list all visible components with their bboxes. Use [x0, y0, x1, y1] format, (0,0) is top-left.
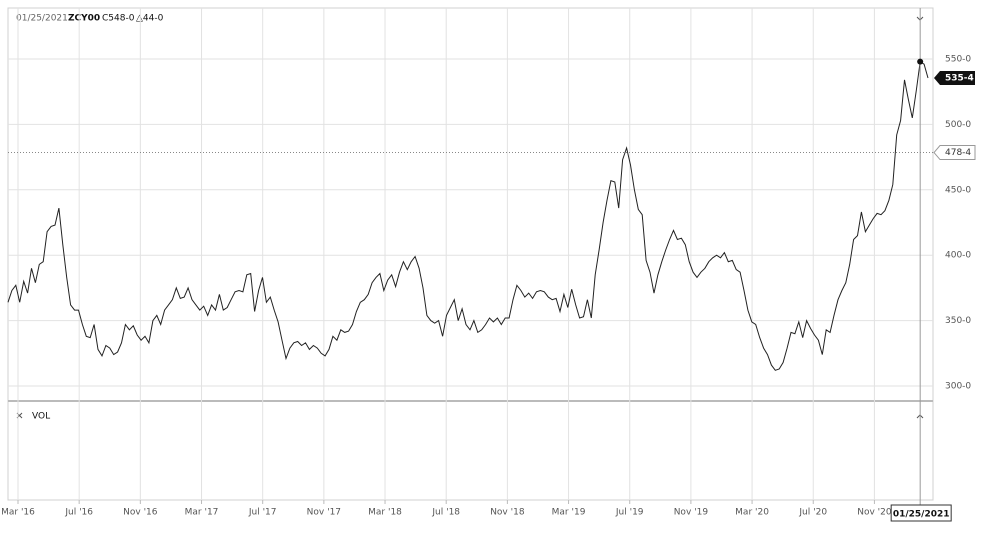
x-tick-label: Jul '19	[615, 508, 644, 518]
overlay: 01/25/2021 478-4 535-4	[8, 8, 976, 522]
y-tick-label: 400-0	[945, 251, 971, 261]
x-tick-label: Mar '20	[735, 508, 769, 518]
header-close: C548-0	[102, 14, 135, 24]
header-change: △44-0	[136, 14, 164, 24]
grid: 300-0 350-0 400-0 450-0 500-0 550-0 Mar '16 Jul…	[1, 8, 971, 518]
x-tick-label: Jul '20	[798, 508, 827, 518]
price-line	[7, 60, 929, 371]
x-tick-label: Jul '18	[431, 508, 460, 518]
x-tick-label: Nov '17	[307, 508, 341, 518]
vol-label: VOL	[32, 412, 50, 422]
last-price-badge	[934, 70, 975, 85]
y-tick-label: 500-0	[945, 120, 971, 130]
y-tick-label: 450-0	[945, 185, 971, 195]
x-tick-label: Jul '16	[64, 508, 93, 518]
y-tick-label: 350-0	[945, 316, 971, 326]
x-tick-label: Nov '18	[490, 508, 525, 518]
cursor-price-label: 478-4	[945, 148, 971, 158]
x-tick-label: Nov '19	[674, 508, 709, 518]
crosshair-dot	[917, 58, 924, 65]
last-price-label: 535-4	[945, 73, 974, 83]
x-tick-label: Jul '17	[248, 508, 277, 518]
plot-frame	[7, 7, 934, 501]
x-tick-label: Nov '16	[123, 508, 158, 518]
x-tick-label: Mar '16	[1, 508, 35, 518]
date-box	[890, 504, 952, 522]
header-symbol: ZCY00	[68, 14, 100, 24]
x-tick-label: Mar '17	[185, 508, 219, 518]
cursor-badge	[933, 145, 976, 161]
y-tick-label: 300-0	[945, 382, 971, 392]
x-tick-label: Nov '20	[857, 508, 892, 518]
y-tick-label: 550-0	[945, 55, 971, 65]
x-tick-label: Mar '18	[368, 508, 402, 518]
x-tick-label: Mar '19	[552, 508, 586, 518]
header-date: 01/25/2021	[16, 14, 68, 24]
crosshair-date: 01/25/2021	[893, 510, 950, 520]
marks	[7, 60, 929, 371]
